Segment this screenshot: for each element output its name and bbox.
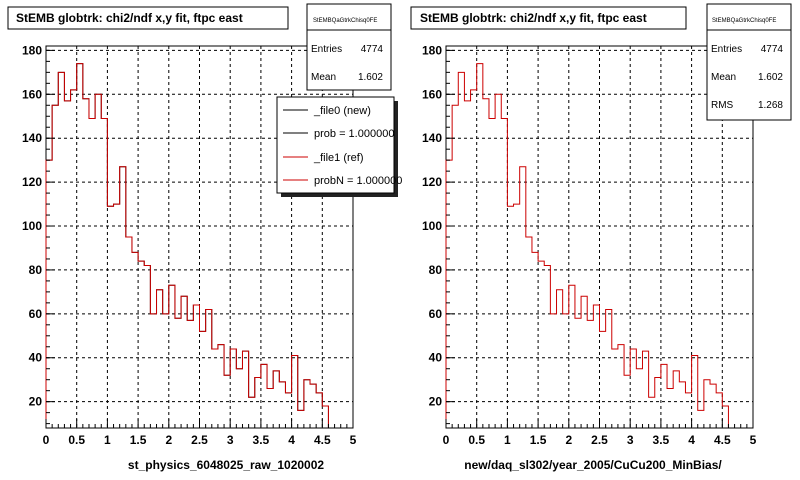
right-y-tick-label-6: 140 xyxy=(422,131,442,145)
left-y-tick-label-0: 20 xyxy=(29,395,43,409)
right-x-tick-label-7: 3.5 xyxy=(653,433,670,447)
right-y-tick-label-7: 160 xyxy=(422,87,442,101)
legend-entry-3: probN = 1.000000 xyxy=(314,175,402,187)
right-x-tick-label-0: 0 xyxy=(443,433,450,447)
right-x-tick-label-8: 4 xyxy=(688,433,695,447)
right-y-tick-label-0: 20 xyxy=(429,395,443,409)
left-y-tick-label-2: 60 xyxy=(29,307,43,321)
right-y-tick-label-2: 60 xyxy=(429,307,443,321)
left-axes: 0 0.5 1 1.5 2 2.5 3 3.5 4 4.5 5 20 40 60 80 100 120 140 16… xyxy=(22,43,357,447)
left-x-tick-label-7: 3.5 xyxy=(253,433,270,447)
right-y-tick-label-1: 40 xyxy=(429,351,443,365)
right-x-tick-label-3: 1.5 xyxy=(530,433,547,447)
left-stats-box: StEMBQaGtrkChisq0FE Entries 4774 Mean 1.… xyxy=(306,3,392,91)
right-y-tick-label-5: 120 xyxy=(422,175,442,189)
right-y-tick-label-4: 100 xyxy=(422,219,442,233)
left-x-axis-label: st_physics_6048025_raw_1020002 xyxy=(128,458,324,472)
left-x-tick-label-10: 5 xyxy=(350,433,357,447)
right-title-box xyxy=(410,6,687,30)
left-y-tick-label-1: 40 xyxy=(29,351,43,365)
right-x-tick-label-10: 5 xyxy=(750,433,757,447)
left-x-tick-label-3: 1.5 xyxy=(130,433,147,447)
right-stats-box: StEMBQaGtrkChisq0FE Entries 4774 Mean 1.… xyxy=(706,3,792,121)
right-x-axis-label: new/daq_sl302/year_2005/CuCu200_MinBias/ xyxy=(464,458,722,472)
right-stats-rms-label: RMS xyxy=(711,100,734,111)
left-x-tick-label-0: 0 xyxy=(43,433,50,447)
legend-entry-1: prob = 1.000000 xyxy=(314,128,394,140)
left-y-tick-label-6: 140 xyxy=(22,131,42,145)
left-x-tick-label-1: 0.5 xyxy=(68,433,85,447)
right-x-tick-label-4: 2 xyxy=(565,433,572,447)
left-series-ref-line xyxy=(45,63,329,428)
right-x-tick-label-2: 1 xyxy=(504,433,511,447)
right-y-tick-label-8: 180 xyxy=(422,43,442,57)
left-stats-mean-label: Mean xyxy=(311,72,336,83)
left-x-tick-label-8: 4 xyxy=(288,433,295,447)
left-x-tick-label-9: 4.5 xyxy=(314,433,331,447)
right-pad: 0 0.5 1 1.5 2 2.5 3 3.5 4 4.5 5 20 40 60 80 100 120 140 16… xyxy=(410,3,792,472)
right-axes: 0 0.5 1 1.5 2 2.5 3 3.5 4 4.5 5 20 40 60 80 100 120 140 16… xyxy=(422,43,757,447)
left-legend: _file0 (new) prob = 1.000000 _file1 (ref… xyxy=(276,96,402,197)
right-x-tick-label-1: 0.5 xyxy=(468,433,485,447)
left-title: StEMB globtrk: chi2/ndf x,y fit, ftpc ea… xyxy=(16,11,243,25)
right-series-line xyxy=(445,63,729,428)
left-stats-entries-value: 4774 xyxy=(361,44,384,55)
left-y-tick-label-8: 180 xyxy=(22,43,42,57)
right-stats-rms-value: 1.268 xyxy=(758,100,783,111)
left-y-tick-label-7: 160 xyxy=(22,87,42,101)
left-x-tick-label-4: 2 xyxy=(165,433,172,447)
right-x-tick-label-6: 3 xyxy=(627,433,634,447)
right-stats-entries-value: 4774 xyxy=(761,44,784,55)
left-stats-mean-value: 1.602 xyxy=(358,72,383,83)
left-x-tick-label-2: 1 xyxy=(104,433,111,447)
legend-entry-0: _file0 (new) xyxy=(313,105,371,117)
right-stats-mean-value: 1.602 xyxy=(758,72,783,83)
right-title: StEMB globtrk: chi2/ndf x,y fit, ftpc ea… xyxy=(420,11,647,25)
right-x-tick-label-5: 2.5 xyxy=(591,433,608,447)
legend-entry-2: _file1 (ref) xyxy=(313,152,364,164)
left-y-tick-label-5: 120 xyxy=(22,175,42,189)
left-stats-name: StEMBQaGtrkChisq0FE xyxy=(313,18,377,24)
right-stats-name: StEMBQaGtrkChisq0FE xyxy=(712,18,776,24)
right-stats-mean-label: Mean xyxy=(711,72,736,83)
left-y-tick-label-3: 80 xyxy=(29,263,43,277)
left-pad: 0 0.5 1 1.5 2 2.5 3 3.5 4 4.5 5 20 40 60 80 100 120 140 16… xyxy=(7,3,402,472)
right-stats-entries-label: Entries xyxy=(711,44,742,55)
left-title-box xyxy=(7,6,289,30)
right-y-tick-label-3: 80 xyxy=(429,263,443,277)
left-x-tick-label-5: 2.5 xyxy=(191,433,208,447)
left-x-tick-label-6: 3 xyxy=(227,433,234,447)
left-stats-entries-label: Entries xyxy=(311,44,342,55)
right-x-tick-label-9: 4.5 xyxy=(714,433,731,447)
left-y-tick-label-4: 100 xyxy=(22,219,42,233)
